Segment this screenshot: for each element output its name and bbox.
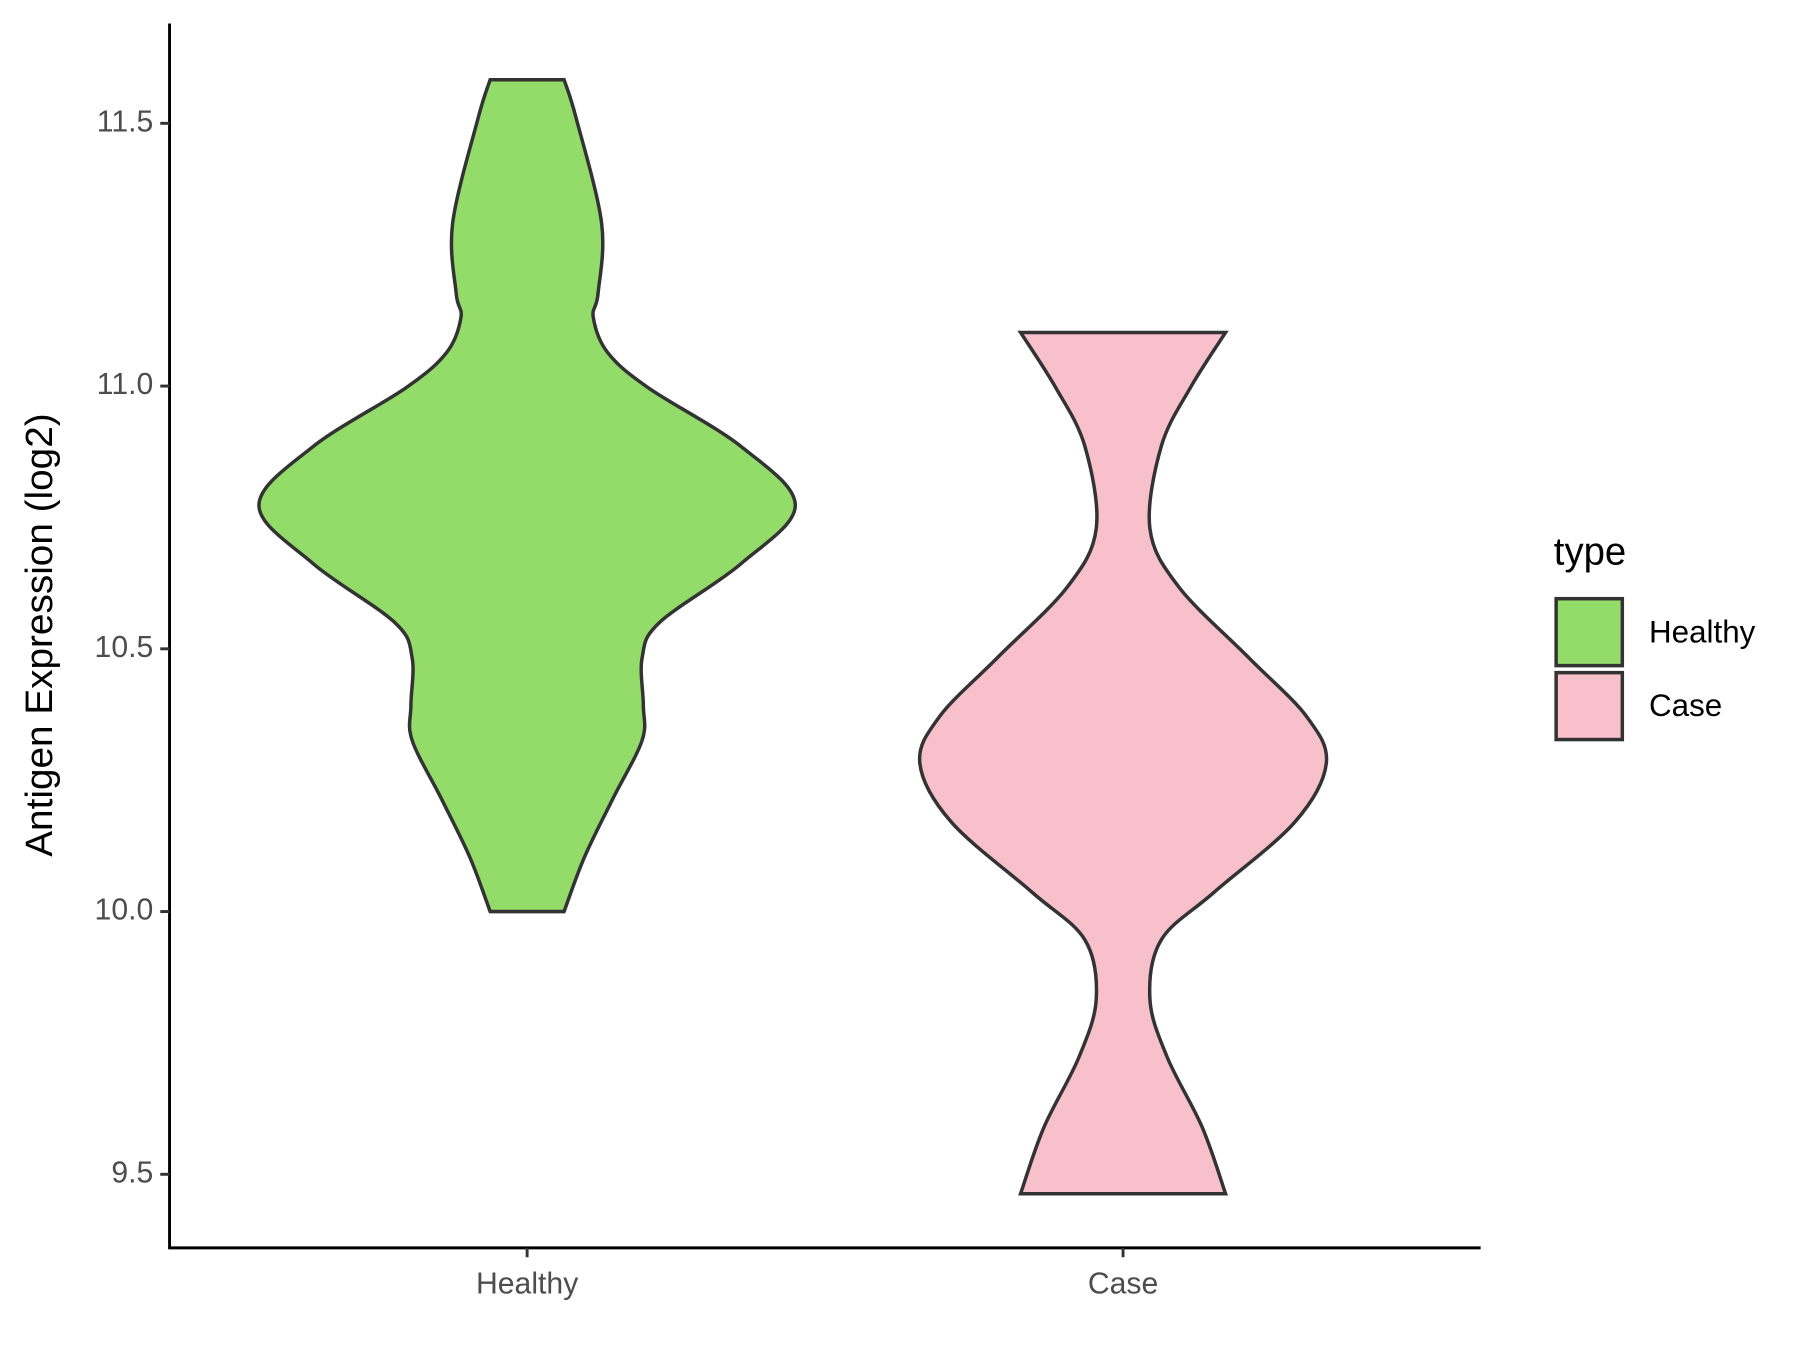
legend-key xyxy=(1554,670,1625,742)
x-tick-label: Healthy xyxy=(476,1267,579,1300)
y-tick-label: 11.5 xyxy=(97,105,154,138)
y-tick-label: 9.5 xyxy=(111,1156,153,1189)
legend-key xyxy=(1554,596,1625,668)
legend-label: Healthy xyxy=(1649,613,1756,649)
y-axis-title: Antigen Expression (log2) xyxy=(18,413,61,856)
legend-title: type xyxy=(1554,530,1626,573)
legend-label: Case xyxy=(1649,687,1722,723)
violin xyxy=(917,330,1329,1196)
y-tick-label: 10.0 xyxy=(95,893,154,926)
x-tick-label: Case xyxy=(1088,1267,1158,1300)
y-tick-label: 10.5 xyxy=(95,631,154,664)
violin xyxy=(257,77,798,914)
y-tick-label: 11.0 xyxy=(97,368,154,401)
